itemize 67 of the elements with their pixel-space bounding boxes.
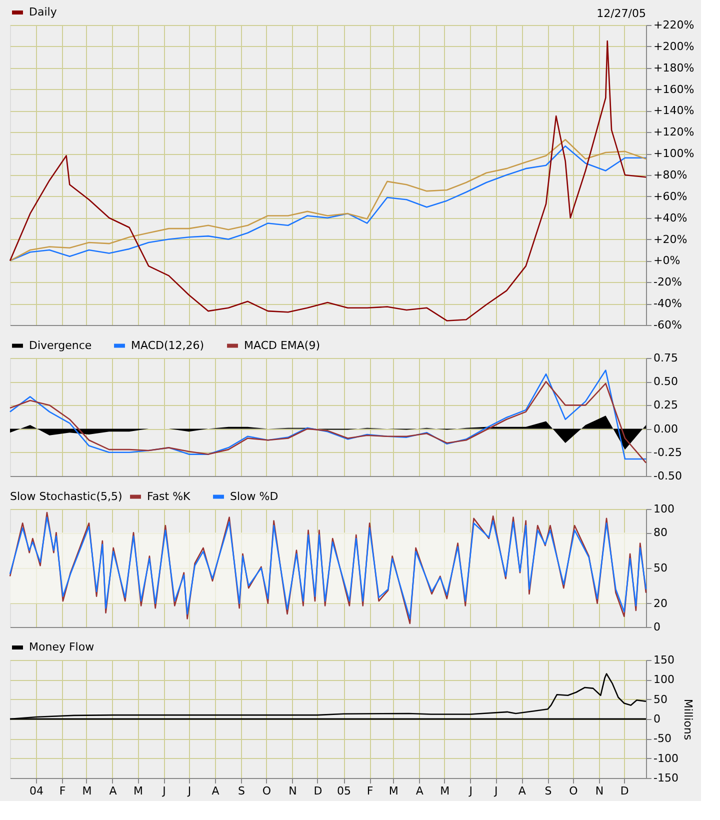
x-tick-label: M	[82, 784, 92, 798]
x-tick-label: A	[416, 784, 424, 798]
x-tick-label: A	[109, 784, 118, 798]
y-tick-label: +20%	[654, 232, 688, 246]
y-tick-label: 0.00	[654, 422, 678, 436]
x-tick-label: J	[186, 784, 192, 798]
x-tick-label: N	[595, 784, 604, 798]
x-tick-label: S	[544, 784, 552, 798]
y-tick-label: 0.25	[654, 398, 678, 412]
x-tick-label: M	[440, 784, 450, 798]
y-tick-label: +140%	[654, 104, 694, 118]
y-tick-label: 0.50	[654, 375, 678, 388]
y-tick-label: +80%	[654, 168, 688, 182]
x-tick-label: 04	[30, 784, 44, 798]
y-tick-label: +0%	[654, 254, 680, 268]
x-tick-label: O	[262, 784, 272, 798]
y-tick-label: +100%	[654, 147, 694, 160]
y-axis-title: Millions	[681, 698, 694, 740]
legend-label: Daily	[29, 6, 58, 18]
x-tick-label: A	[212, 784, 220, 798]
y-tick-label: +40%	[654, 211, 688, 224]
y-tick-label: 100	[654, 673, 674, 686]
y-tick-label: 0	[654, 712, 660, 726]
x-tick-label: A	[518, 784, 526, 798]
x-tick-label: N	[288, 784, 297, 798]
y-tick-label: -60%	[654, 318, 682, 332]
y-tick-label: -20%	[654, 276, 682, 289]
x-tick-label: J	[162, 784, 166, 798]
x-tick-label: 05	[337, 784, 352, 798]
legend-title: Slow Stochastic(5,5)	[10, 490, 122, 503]
x-tick-label: O	[569, 784, 578, 798]
y-tick-label: 50	[654, 562, 668, 574]
x-tick-label: J	[493, 784, 498, 798]
y-tick-label: -50	[654, 732, 672, 746]
x-tick-label: F	[366, 784, 374, 798]
y-tick-label: 0.75	[654, 352, 678, 364]
y-tick-label: -0.50	[654, 470, 682, 482]
y-tick-label: +220%	[654, 18, 694, 32]
y-tick-label: -0.25	[654, 446, 682, 459]
y-tick-label: -150	[654, 772, 678, 784]
y-tick-label: +200%	[654, 40, 694, 53]
legend-label: Slow %D	[230, 490, 278, 503]
y-tick-label: -40%	[654, 297, 682, 310]
y-tick-label: 50	[654, 692, 668, 706]
text: 12/27/05	[596, 7, 646, 20]
legend-label: Money Flow	[29, 640, 94, 654]
y-tick-label: +120%	[654, 126, 694, 139]
legend-label: Divergence	[29, 338, 92, 352]
y-tick-label: 100	[654, 502, 674, 516]
y-tick-label: +160%	[654, 82, 694, 96]
x-tick-label: M	[388, 784, 398, 798]
legend-label: MACD(12,26)	[131, 338, 204, 352]
x-tick-label: S	[238, 784, 246, 798]
x-tick-label: M	[133, 784, 143, 798]
y-tick-label: 20	[654, 596, 668, 610]
y-tick-label: +60%	[654, 190, 688, 203]
x-tick-label: F	[59, 784, 66, 798]
x-tick-label: D	[620, 784, 629, 798]
legend-label: Fast %K	[147, 490, 192, 503]
legend-label: MACD EMA(9)	[244, 338, 320, 352]
x-tick-label: D	[314, 784, 322, 798]
y-tick-label: 80	[654, 526, 668, 540]
y-tick-label: +180%	[654, 61, 694, 74]
y-tick-label: 0	[654, 620, 660, 634]
y-tick-label: -100	[654, 752, 678, 765]
x-tick-label: J	[468, 784, 473, 798]
y-tick-label: 150	[654, 654, 674, 666]
